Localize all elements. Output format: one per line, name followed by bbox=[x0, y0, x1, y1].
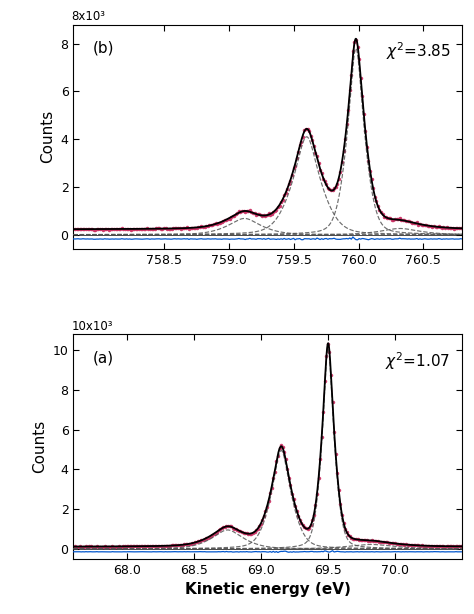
Text: 8x10³: 8x10³ bbox=[72, 10, 106, 23]
Y-axis label: Counts: Counts bbox=[40, 110, 55, 163]
Text: (b): (b) bbox=[93, 41, 114, 55]
Text: $\chi^2$=3.85: $\chi^2$=3.85 bbox=[386, 41, 450, 62]
Text: (a): (a) bbox=[93, 350, 114, 365]
Y-axis label: Counts: Counts bbox=[32, 420, 47, 473]
X-axis label: Kinetic energy (eV): Kinetic energy (eV) bbox=[185, 582, 351, 597]
Text: $\chi^2$=1.07: $\chi^2$=1.07 bbox=[385, 350, 450, 371]
Text: 10x10³: 10x10³ bbox=[72, 320, 113, 333]
